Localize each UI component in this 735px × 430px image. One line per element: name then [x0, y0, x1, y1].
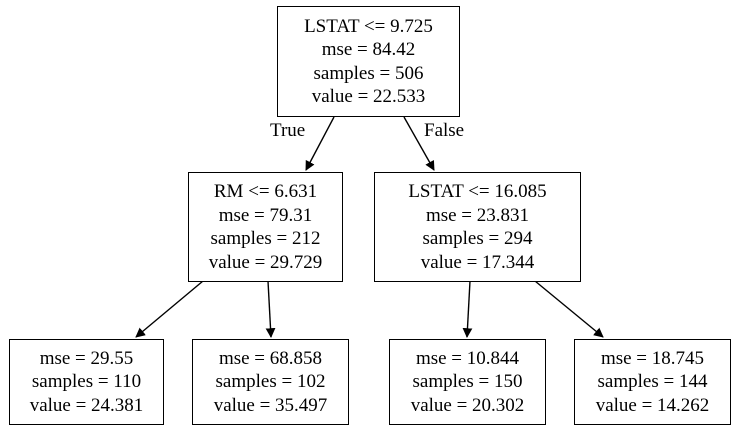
tree-node-root: LSTAT <= 9.725 mse = 84.42 samples = 506… [277, 6, 460, 117]
node-samples: samples = 506 [313, 62, 424, 84]
node-value: value = 22.533 [311, 86, 426, 107]
node-samples: samples = 150 [412, 371, 523, 393]
edge-root-to-right [403, 116, 435, 171]
tree-leaf-left-left: mse = 29.55 samples = 110 value = 24.381 [9, 339, 164, 425]
edge-root-to-left [305, 116, 335, 171]
node-mse: mse = 84.42 [321, 39, 416, 60]
node-samples: samples = 102 [215, 371, 326, 393]
node-samples: samples = 294 [422, 228, 533, 249]
tree-node-left: RM <= 6.631 mse = 79.31 samples = 212 va… [188, 172, 343, 282]
node-mse: mse = 10.844 [415, 347, 520, 369]
node-value: value = 29.729 [208, 251, 323, 273]
node-value: value = 14.262 [595, 394, 710, 416]
node-value: value = 17.344 [420, 251, 535, 273]
node-mse: mse = 29.55 [39, 347, 134, 369]
node-samples: samples = 144 [597, 371, 708, 393]
tree-leaf-right-right: mse = 18.745 samples = 144 value = 14.26… [574, 339, 731, 425]
edge-label-true: True [270, 120, 306, 141]
node-mse: mse = 23.831 [425, 204, 530, 226]
node-mse: mse = 68.858 [218, 347, 323, 369]
tree-leaf-right-left: mse = 10.844 samples = 150 value = 20.30… [389, 339, 546, 425]
node-split-condition: LSTAT <= 9.725 [304, 15, 433, 37]
node-split-condition: LSTAT <= 16.085 [408, 181, 547, 202]
node-mse: mse = 18.745 [600, 347, 705, 369]
node-value: value = 24.381 [29, 394, 144, 416]
node-split-condition: RM <= 6.631 [213, 181, 318, 202]
edge-right-to-right-left [462, 280, 473, 338]
node-samples: samples = 212 [210, 228, 321, 249]
edge-left-to-left-right [265, 280, 276, 338]
node-value: value = 20.302 [410, 394, 525, 416]
edge-left-to-left-left [135, 280, 204, 338]
edge-label-false: False [424, 120, 465, 141]
node-samples: samples = 110 [31, 371, 142, 393]
edge-right-to-right-right [534, 280, 604, 338]
tree-leaf-left-right: mse = 68.858 samples = 102 value = 35.49… [192, 339, 349, 425]
node-mse: mse = 79.31 [218, 204, 313, 226]
tree-node-right: LSTAT <= 16.085 mse = 23.831 samples = 2… [374, 172, 581, 282]
node-value: value = 35.497 [213, 394, 328, 416]
